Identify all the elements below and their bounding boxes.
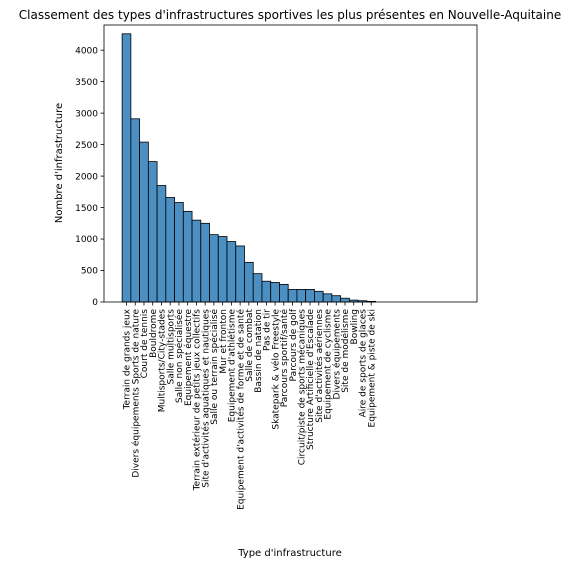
y-tick-label: 2500 [75,141,98,151]
x-tick-label: Salle ou terrain spécialisé [209,309,220,425]
x-tick-label: Terrain de grands jeux [123,308,133,410]
x-tick-label: Aire de sports de glaces [359,309,369,418]
bar [287,289,298,303]
x-tick-label: Circuit/piste de sports mécaniques [297,309,308,466]
x-tick-label: Mur et fronton [219,309,229,374]
bar [191,219,202,303]
x-tick-label: Equipement de cyclisme [324,309,334,420]
x-tick-label: Site d'activités aquatiques et nautiques [200,309,211,488]
x-tick-label: Parcours de golf [289,308,299,381]
x-tick-label: Structure Artificielle d'Escalade [306,309,316,450]
y-tick-label: 1000 [75,235,98,245]
bar [130,118,141,303]
bar [331,295,342,303]
x-tick-label: Divers équipements [331,309,342,400]
x-tick-label: Court de tennis [140,309,150,379]
y-axis-label: Nombre d'infrastructure [54,103,65,223]
plot-frame [103,24,478,303]
bar [244,261,254,303]
bar [235,245,245,303]
bar [296,289,307,303]
bar [147,161,158,303]
bar [314,290,324,303]
x-tick-label: Pas de tir [263,309,273,351]
x-tick-label: Site de modélisme [340,309,351,393]
y-tick-label: 0 [92,298,98,308]
bar [182,210,193,303]
bar [165,197,175,303]
bar [209,234,219,303]
x-axis-label: Type d'infrastructure [237,548,342,559]
x-tick-label: Site d'activités aériennes [314,309,325,423]
x-tick-label: Divers équipements Sports de nature [130,309,141,478]
bar [156,185,167,303]
bar [139,141,149,303]
bar [200,222,210,303]
x-tick-label: Equipement équestre [183,309,194,406]
x-tick-label: Terrain extérieur de petits jeux collect… [192,309,203,492]
bar [121,33,132,303]
bar [252,273,263,303]
x-tick-label: Equipement d'athlétisme [227,309,238,423]
x-tick-label: Parcours sportif/santé [279,309,290,408]
x-tick-label: Salle non spécialisée [174,309,185,404]
y-tick-label: 3500 [75,78,98,88]
bar [322,293,333,303]
x-tick-label: Bowling [350,309,360,344]
bar [217,236,228,303]
x-tick-label: Equipement d'activités de forme et de sa… [235,309,246,510]
x-tick-label: Bouldrome [149,309,159,358]
bar [305,289,315,303]
y-tick-label: 500 [81,267,98,277]
y-tick-label: 3000 [75,109,98,119]
bar [226,241,237,303]
x-tick-label: Salle de combat [245,309,255,382]
y-tick-label: 1500 [75,204,98,214]
x-tick-label: Equipement & piste de ski [367,309,377,427]
y-tick-label: 4000 [75,46,98,56]
bar [340,297,350,303]
bar [279,283,289,303]
x-tick-label: Bassin de natation [254,309,264,393]
bar [174,202,184,303]
y-tick-label: 2000 [75,172,98,182]
chart-title: Classement des types d'infrastructures s… [19,8,561,22]
bars-group [121,33,376,303]
bar [261,280,272,303]
x-tick-label: Skatepark & vélo Freestyle [270,309,281,430]
bar [270,282,280,303]
x-tick-label: Salle multisports [166,309,176,385]
x-tick-label: Multisports/City-stades [158,309,168,413]
y-axis: 0 500 1000 1500 2000 2500 3000 3500 4000 [75,46,104,308]
